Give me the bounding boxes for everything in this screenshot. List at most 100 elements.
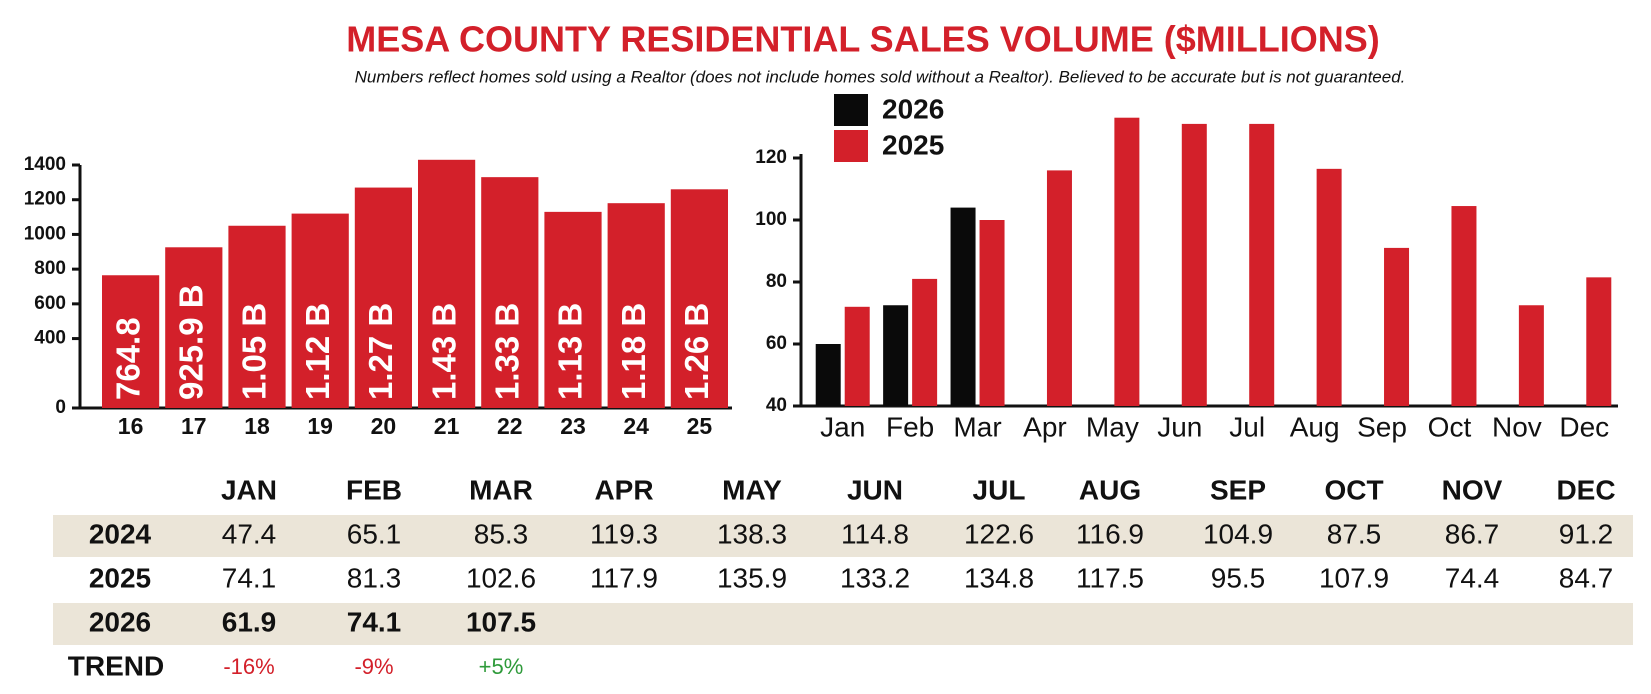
column-header: JUL [973,474,1026,505]
cell: 61.9 [222,606,277,637]
column-header: OCT [1324,474,1383,505]
legend-swatch [834,130,868,162]
bar [165,247,223,408]
bar [228,225,286,408]
cell: 74.4 [1445,562,1500,593]
bar-value-label: 1.26 B [678,303,715,400]
bar-value-label: 925.9 B [173,284,210,400]
bar-value-label: 1.27 B [362,303,399,400]
bar [1316,168,1342,406]
bar [354,187,412,408]
column-header: MAR [469,474,533,505]
x-tick-label: Dec [1559,411,1609,442]
y-tick-label: 100 [755,209,787,230]
cell: 74.1 [222,562,277,593]
bar [418,159,476,408]
cell: 86.7 [1445,518,1500,549]
x-tick-label: Aug [1290,411,1340,442]
bar [670,189,728,408]
y-tick-label: 1400 [24,154,66,175]
row-label: TREND [68,650,164,681]
bar-value-label: 1.18 B [615,303,652,400]
row-band [53,515,1633,557]
cell: 102.6 [466,562,536,593]
x-tick-label: Jan [820,411,865,442]
column-header: NOV [1442,474,1503,505]
x-tick-label: Nov [1492,411,1542,442]
bar-value-label: 1.43 B [425,303,462,400]
y-tick-label: 80 [766,271,787,292]
row-band [53,603,1633,645]
bar-value-label: 1.05 B [236,303,273,400]
bar [844,306,870,406]
cell: 104.9 [1203,518,1273,549]
cell: 119.3 [590,518,658,549]
cell: 114.8 [841,518,909,549]
y-tick-label: 1000 [24,223,66,244]
cell: 117.9 [590,562,658,593]
cell: 74.1 [347,606,402,637]
cell: 122.6 [964,518,1034,549]
column-header: AUG [1079,474,1141,505]
y-tick-label: 400 [34,328,66,349]
x-tick-label: Jun [1157,411,1202,442]
bar [1586,277,1612,406]
bar [1518,305,1544,406]
x-tick-label: May [1086,411,1139,442]
bar-value-label: 1.13 B [552,303,589,400]
trend-cell: -9% [354,654,393,679]
cell: 133.2 [840,562,910,593]
subtitle: Numbers reflect homes sold using a Realt… [355,67,1406,86]
cell: 85.3 [474,518,529,549]
cell: 95.5 [1211,562,1266,593]
bar [607,203,665,408]
x-tick-label: 18 [244,413,270,439]
y-tick-label: 600 [34,293,66,314]
y-tick-label: 60 [766,333,787,354]
cell: 87.5 [1327,518,1382,549]
cell: 81.3 [347,562,402,593]
x-tick-label: 23 [560,413,586,439]
x-tick-label: 24 [623,413,649,439]
x-tick-label: Sep [1357,411,1407,442]
row-label: 2024 [89,518,152,549]
column-header: DEC [1556,474,1615,505]
bar [1249,123,1275,407]
x-tick-label: 17 [181,413,207,439]
column-header: APR [594,474,653,505]
cell: 47.4 [222,518,277,549]
x-tick-label: Mar [953,411,1001,442]
cell: 65.1 [347,518,402,549]
x-tick-label: 22 [497,413,523,439]
x-tick-label: Apr [1023,411,1067,442]
bar [950,207,976,406]
cell: 107.5 [466,606,536,637]
column-header: JUN [847,474,903,505]
column-header: MAY [722,474,782,505]
bar [1384,247,1410,406]
y-tick-label: 0 [55,397,66,418]
cell: 116.9 [1076,518,1144,549]
x-tick-label: Jul [1229,411,1265,442]
cell: 91.2 [1559,518,1614,549]
x-tick-label: 20 [371,413,397,439]
cell: 107.9 [1319,562,1389,593]
bar [912,278,938,406]
row-label: 2025 [89,562,151,593]
bar [1046,170,1072,406]
bar [481,177,539,408]
trend-cell: -16% [223,654,274,679]
cell: 134.8 [964,562,1034,593]
cell: 135.9 [717,562,787,593]
bar [883,305,909,406]
y-tick-label: 40 [766,395,787,416]
bar [979,220,1005,406]
x-tick-label: Feb [886,411,934,442]
bar [102,275,160,408]
bar [1181,123,1207,407]
trend-cell: +5% [479,654,524,679]
x-tick-label: Oct [1428,411,1472,442]
bar [1114,117,1140,406]
bar-value-label: 764.8 [109,317,146,400]
